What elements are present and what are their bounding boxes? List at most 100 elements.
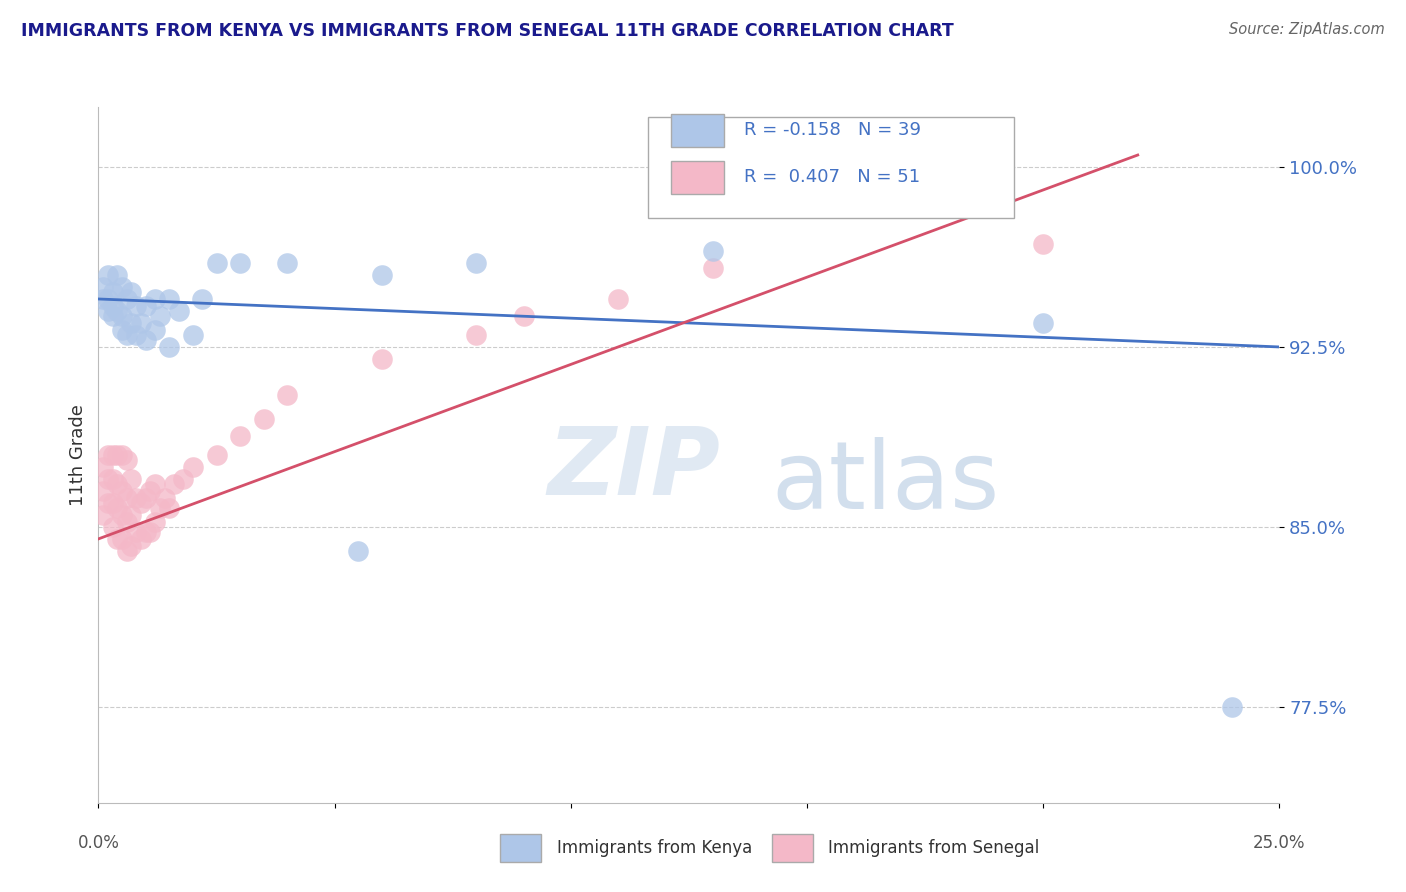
Point — [143, 323, 166, 337]
Point — [135, 333, 157, 347]
Point — [371, 351, 394, 366]
Point — [465, 328, 488, 343]
Point — [205, 256, 228, 270]
Point — [129, 316, 152, 330]
Text: 25.0%: 25.0% — [1253, 834, 1306, 852]
Point — [97, 472, 120, 486]
Text: R =  0.407   N = 51: R = 0.407 N = 51 — [744, 168, 921, 186]
Y-axis label: 11th Grade: 11th Grade — [69, 404, 87, 506]
Point — [125, 328, 148, 343]
FancyBboxPatch shape — [671, 161, 724, 194]
Point — [115, 328, 138, 343]
Text: ZIP: ZIP — [547, 423, 720, 515]
Point — [105, 532, 128, 546]
Point — [105, 476, 128, 491]
Point — [111, 309, 134, 323]
Point — [172, 472, 194, 486]
Point — [111, 532, 134, 546]
Point — [371, 268, 394, 282]
Point — [91, 508, 114, 522]
Point — [143, 292, 166, 306]
Point — [111, 323, 134, 337]
Point — [111, 448, 134, 462]
Point — [157, 292, 180, 306]
Point — [512, 309, 534, 323]
Point — [115, 491, 138, 505]
Point — [105, 268, 128, 282]
Text: Source: ZipAtlas.com: Source: ZipAtlas.com — [1229, 22, 1385, 37]
Point — [101, 472, 124, 486]
Point — [111, 280, 134, 294]
Point — [121, 285, 143, 299]
Point — [149, 500, 172, 515]
Text: Immigrants from Senegal: Immigrants from Senegal — [828, 839, 1039, 857]
Point — [101, 299, 124, 313]
Point — [121, 508, 143, 522]
Point — [121, 539, 143, 553]
Point — [276, 388, 298, 402]
Point — [229, 256, 252, 270]
Point — [97, 304, 120, 318]
Point — [157, 340, 180, 354]
Point — [135, 299, 157, 313]
Text: R = -0.158   N = 39: R = -0.158 N = 39 — [744, 121, 921, 139]
Point — [125, 491, 148, 505]
Point — [121, 472, 143, 486]
Point — [607, 292, 630, 306]
Point — [253, 412, 276, 426]
FancyBboxPatch shape — [501, 834, 541, 862]
Point — [125, 299, 148, 313]
Point — [101, 285, 124, 299]
Point — [115, 544, 138, 558]
Point — [97, 448, 120, 462]
Point — [167, 304, 190, 318]
Point — [135, 491, 157, 505]
Point — [276, 256, 298, 270]
Text: IMMIGRANTS FROM KENYA VS IMMIGRANTS FROM SENEGAL 11TH GRADE CORRELATION CHART: IMMIGRANTS FROM KENYA VS IMMIGRANTS FROM… — [21, 22, 953, 40]
Point — [115, 452, 138, 467]
Point — [91, 483, 114, 498]
Point — [205, 448, 228, 462]
Point — [149, 309, 172, 323]
Point — [115, 515, 138, 529]
Point — [143, 476, 166, 491]
Point — [191, 292, 214, 306]
Point — [135, 524, 157, 539]
Text: Immigrants from Kenya: Immigrants from Kenya — [557, 839, 752, 857]
Point — [91, 292, 114, 306]
Point — [163, 476, 186, 491]
Point — [143, 515, 166, 529]
Point — [97, 268, 120, 282]
Point — [465, 256, 488, 270]
Point — [121, 316, 143, 330]
Point — [125, 524, 148, 539]
Point — [347, 544, 370, 558]
Point — [157, 500, 180, 515]
Point — [181, 328, 204, 343]
Point — [702, 260, 724, 275]
Point — [139, 483, 162, 498]
Point — [129, 532, 152, 546]
Point — [111, 483, 134, 498]
Point — [181, 459, 204, 474]
Text: 0.0%: 0.0% — [77, 834, 120, 852]
Point — [101, 520, 124, 534]
Point — [1220, 699, 1243, 714]
Text: atlas: atlas — [772, 437, 1000, 529]
Point — [101, 496, 124, 510]
Point — [97, 496, 120, 510]
Point — [97, 292, 120, 306]
Point — [229, 428, 252, 442]
Point — [105, 448, 128, 462]
Point — [702, 244, 724, 258]
Point — [1032, 236, 1054, 251]
FancyBboxPatch shape — [671, 114, 724, 147]
Point — [91, 280, 114, 294]
Point — [111, 508, 134, 522]
Point — [101, 309, 124, 323]
Point — [105, 304, 128, 318]
Point — [91, 459, 114, 474]
FancyBboxPatch shape — [772, 834, 813, 862]
Point — [1032, 316, 1054, 330]
Point — [139, 524, 162, 539]
